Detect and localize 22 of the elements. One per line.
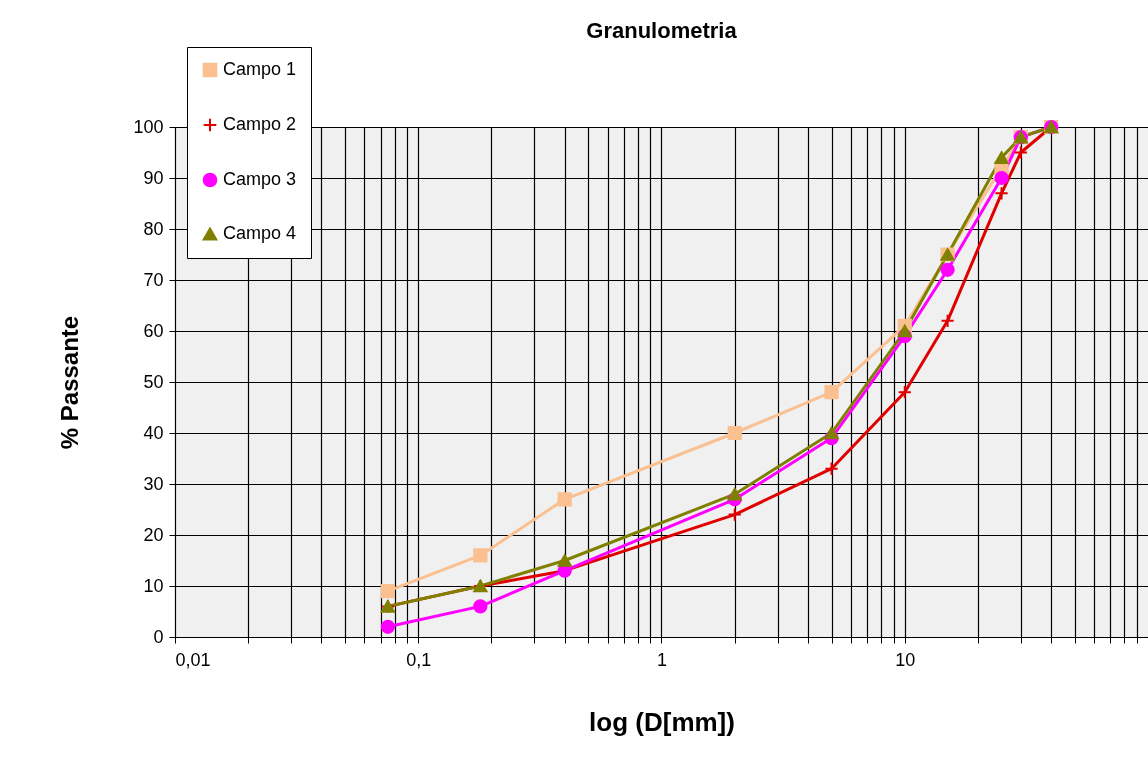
y-tick-label: 100	[133, 116, 164, 137]
x-tick-label: 0,1	[406, 649, 432, 670]
y-tick-label: 90	[143, 167, 164, 188]
y-tick-label: 50	[143, 371, 164, 392]
y-tick-label: 80	[143, 218, 164, 239]
legend-label: Campo 2	[223, 114, 297, 134]
y-tick-label: 70	[143, 269, 164, 290]
x-tick-label: 10	[895, 649, 916, 670]
y-tick-label: 20	[143, 524, 164, 545]
x-tick-label: 0,01	[175, 649, 211, 670]
legend-label: Campo 3	[223, 169, 297, 189]
y-tick-label: 60	[143, 320, 164, 341]
y-axis-title: % Passante	[56, 315, 84, 450]
legend-label: Campo 1	[223, 59, 297, 79]
legend-label: Campo 4	[223, 223, 297, 243]
y-tick-label: 30	[143, 473, 164, 494]
y-tick-label: 0	[153, 626, 164, 647]
x-tick-label: 1	[656, 649, 668, 670]
y-tick-label: 10	[143, 575, 164, 596]
x-axis-title: log (D[mm])	[589, 706, 735, 737]
y-tick-label: 40	[143, 422, 164, 443]
chart-title: Granulometria	[586, 17, 738, 43]
